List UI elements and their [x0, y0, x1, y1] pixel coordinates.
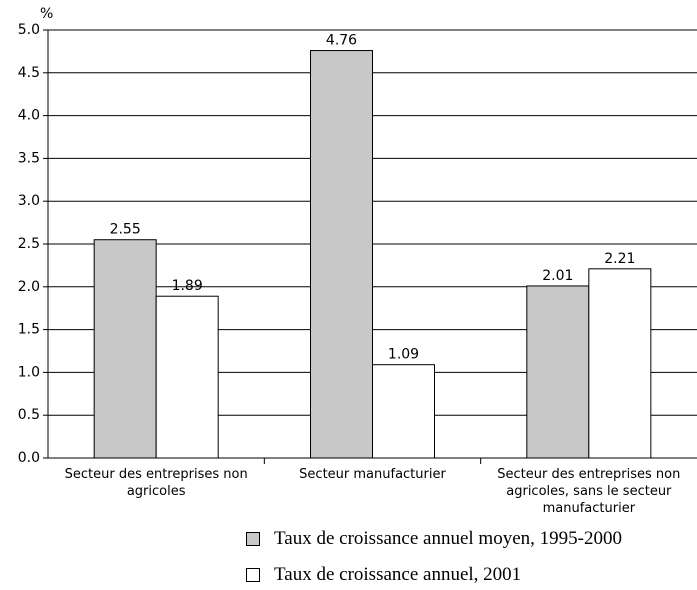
- bar: [310, 50, 373, 459]
- data-label: 2.01: [542, 268, 573, 284]
- y-label: %: [40, 6, 53, 22]
- legend-label: Taux de croissance annuel moyen, 1995-20…: [274, 528, 622, 549]
- legend-swatch: [246, 532, 260, 546]
- legend-item: Taux de croissance annuel moyen, 1995-20…: [246, 528, 622, 550]
- x-tick-label: Secteur manufacturier: [299, 467, 446, 482]
- bar: [588, 268, 652, 459]
- y-tick-label: 1.0: [18, 364, 40, 380]
- legend-swatch: [246, 568, 260, 582]
- y-tick-label: 2.5: [18, 236, 40, 252]
- y-tick-label: 5.0: [18, 22, 40, 38]
- y-tick-label: 0.0: [18, 450, 40, 466]
- data-label: 4.76: [326, 33, 357, 49]
- bar: [372, 364, 435, 459]
- bar: [93, 239, 157, 459]
- x-tick-label: Secteur des entreprises non agricoles: [64, 467, 248, 499]
- y-tick-label: 2.0: [18, 279, 40, 295]
- data-label: 1.89: [172, 278, 203, 294]
- legend-label: Taux de croissance annuel, 2001: [274, 564, 522, 585]
- data-label: 2.55: [110, 222, 141, 238]
- legend-item: Taux de croissance annuel, 2001: [246, 564, 521, 586]
- y-tick-label: 0.5: [18, 407, 40, 423]
- bar: [526, 285, 590, 459]
- y-tick-label: 3.0: [18, 193, 40, 209]
- data-label: 2.21: [604, 251, 635, 267]
- y-tick-label: 3.5: [18, 150, 40, 166]
- data-label: 1.09: [388, 347, 419, 363]
- y-tick-label: 4.5: [18, 65, 40, 81]
- bar: [155, 295, 219, 459]
- y-tick-label: 4.0: [18, 108, 40, 124]
- y-tick-label: 1.5: [18, 322, 40, 338]
- x-tick-label: Secteur des entreprises non agricoles, s…: [497, 467, 681, 516]
